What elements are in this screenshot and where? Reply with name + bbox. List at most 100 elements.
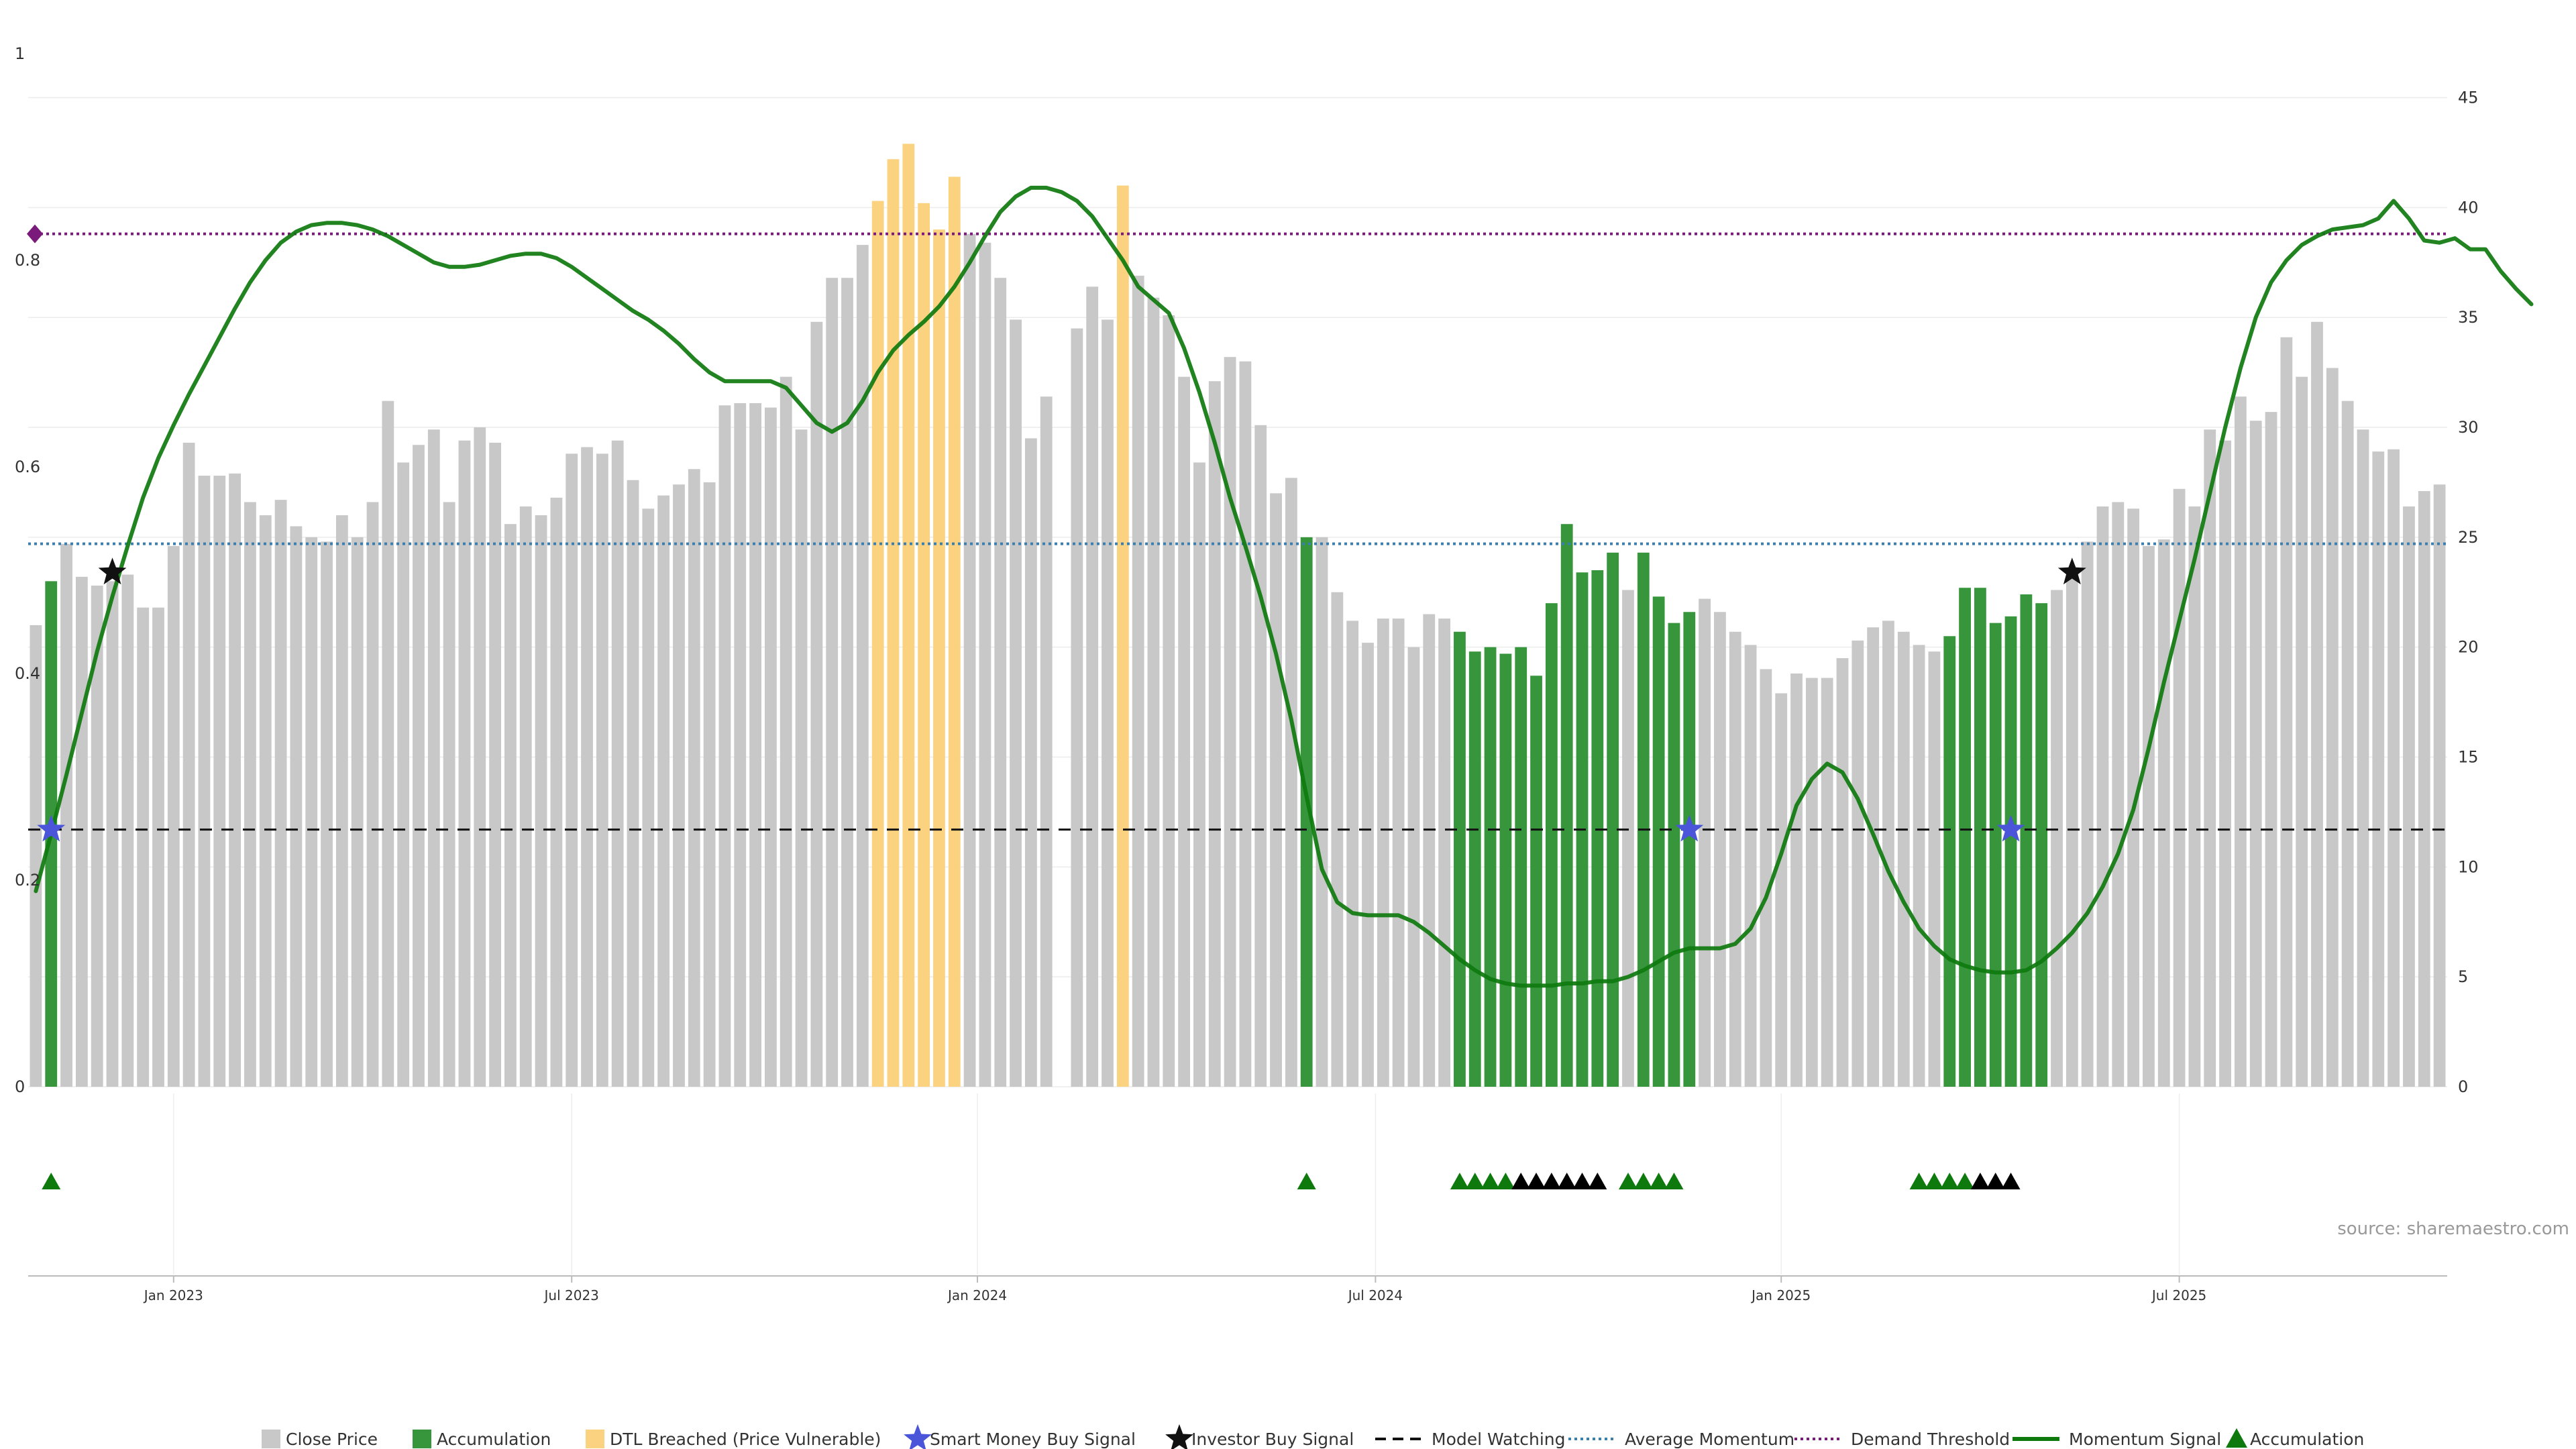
accumulation-marker <box>1450 1173 1469 1189</box>
left-axis-tick: 0 <box>15 1077 25 1096</box>
price-bar <box>1714 612 1726 1087</box>
price-bar <box>1224 357 1236 1087</box>
price-bar <box>1346 621 1359 1087</box>
price-bar <box>1468 651 1481 1087</box>
legend-label-avg_momentum: Average Momentum <box>1625 1430 1794 1449</box>
price-bar <box>91 585 103 1087</box>
accumulation-marker <box>1496 1173 1515 1189</box>
price-bar <box>519 506 532 1087</box>
price-bar <box>2265 412 2277 1087</box>
price-bar <box>1010 319 1022 1087</box>
price-bar <box>1851 640 1864 1087</box>
accumulation-panel <box>42 1173 2021 1189</box>
accumulation-marker <box>1664 1173 1684 1189</box>
price-bar <box>2204 429 2216 1087</box>
price-bar <box>1086 286 1099 1087</box>
price-bar <box>1760 669 1772 1087</box>
price-bar <box>198 476 211 1087</box>
left-axis-tick: 0.6 <box>15 458 40 476</box>
price-bar <box>1499 653 1512 1087</box>
right-axis-tick: 10 <box>2458 857 2479 876</box>
price-bar <box>611 440 624 1087</box>
price-bar <box>1560 524 1573 1087</box>
price-bar <box>841 278 853 1087</box>
price-bar <box>1193 462 1205 1087</box>
price-bar <box>1102 319 1114 1087</box>
price-bar <box>1699 598 1711 1087</box>
price-bar <box>2188 506 2201 1087</box>
price-bar <box>397 462 410 1087</box>
price-bar <box>734 402 747 1087</box>
price-bar <box>1454 631 1466 1087</box>
x-axis-tick-label: Jan 2024 <box>947 1287 1007 1303</box>
accumulation-marker <box>1618 1173 1638 1189</box>
price-bar <box>749 402 761 1087</box>
price-bar <box>1928 651 1941 1087</box>
left-axis-tick: 1 <box>15 44 25 63</box>
price-bar <box>1729 631 1741 1087</box>
price-bar <box>2081 541 2094 1087</box>
price-bar <box>474 427 486 1087</box>
accumulation-marker <box>1940 1173 1960 1189</box>
accumulation-marker <box>1925 1173 1944 1189</box>
accumulation-marker <box>2001 1173 2021 1189</box>
price-bar <box>1867 627 1880 1087</box>
x-axis-tick-label: Jul 2025 <box>2151 1287 2206 1303</box>
price-bar <box>2357 429 2369 1087</box>
legend-label-dtl: DTL Breached (Price Vulnerable) <box>610 1430 881 1449</box>
price-bar <box>1974 588 1986 1087</box>
price-bar <box>581 447 593 1087</box>
price-bar <box>2051 590 2063 1087</box>
price-bar <box>1300 537 1313 1087</box>
price-bar <box>718 405 731 1087</box>
x-axis-tick-label: Jan 2023 <box>143 1287 203 1303</box>
price-bar <box>1805 678 1818 1087</box>
legend-label-smart_money: Smart Money Buy Signal <box>930 1430 1136 1449</box>
accumulation-marker <box>1986 1173 2005 1189</box>
investor-buy-star <box>2057 557 2086 585</box>
price-bar <box>566 453 578 1087</box>
legend-label-momentum: Momentum Signal <box>2069 1430 2221 1449</box>
price-bar <box>1622 590 1634 1087</box>
price-bar <box>1882 621 1894 1087</box>
accumulation-marker <box>1527 1173 1546 1189</box>
accumulation-marker <box>1909 1173 1929 1189</box>
price-bar <box>1683 612 1696 1087</box>
demand-threshold-marker <box>27 224 43 244</box>
price-bar <box>871 201 884 1087</box>
price-bar <box>1668 623 1680 1087</box>
price-bar <box>2433 484 2446 1087</box>
price-bar <box>2311 321 2323 1087</box>
price-bar <box>550 497 563 1087</box>
right-axis-tick: 0 <box>2458 1077 2468 1096</box>
price-bar <box>1790 674 1803 1087</box>
right-axis-tick: 45 <box>2458 89 2479 107</box>
legend-swatch-dtl <box>586 1430 604 1448</box>
price-bar <box>2112 502 2125 1087</box>
price-bar <box>1178 376 1191 1087</box>
price-bar <box>1959 588 1971 1087</box>
price-bar <box>887 159 900 1087</box>
price-bar <box>1607 552 1619 1087</box>
price-bar <box>1071 328 1083 1087</box>
legend-star-investor <box>1165 1424 1193 1449</box>
right-axis-tick: 40 <box>2458 198 2479 217</box>
price-bar <box>810 321 823 1087</box>
accumulation-marker <box>1955 1173 1975 1189</box>
accumulation-marker <box>1297 1173 1316 1189</box>
price-bar <box>2004 616 2017 1087</box>
price-bar <box>229 473 241 1087</box>
accumulation-marker <box>1572 1173 1592 1189</box>
price-bar <box>2387 449 2400 1087</box>
price-bar <box>703 482 716 1087</box>
price-bar <box>274 500 287 1087</box>
price-bar <box>1515 647 1527 1087</box>
price-bar <box>2403 506 2415 1087</box>
price-bar <box>2173 488 2186 1087</box>
price-bar <box>902 144 915 1087</box>
price-bar <box>979 242 991 1087</box>
left-axis-tick: 0.8 <box>15 251 40 270</box>
price-bar <box>1423 614 1436 1087</box>
price-bar <box>2280 337 2293 1087</box>
price-bar <box>1331 592 1344 1087</box>
